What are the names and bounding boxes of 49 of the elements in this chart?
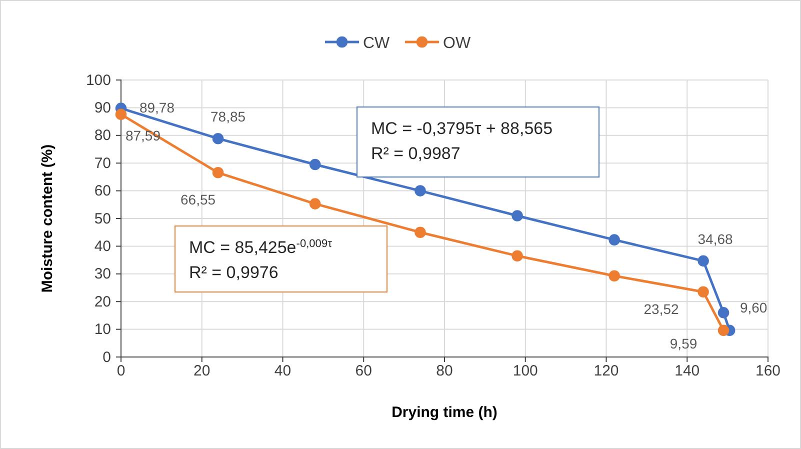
- data-label: 9,60: [740, 299, 768, 316]
- point: [212, 167, 224, 178]
- x-tick-label: 100: [512, 362, 538, 380]
- data-label: 34,68: [698, 230, 734, 247]
- annotation: MC = -0,3795τ + 88,565 R² = 0,9987: [371, 119, 553, 163]
- y-tick-label: 60: [94, 182, 111, 200]
- point: [698, 286, 709, 298]
- y-tick-label: 40: [94, 238, 111, 255]
- legend-label: CW: [363, 35, 391, 52]
- y-tick-label: 100: [86, 72, 111, 89]
- point: [212, 132, 224, 144]
- y-tick-label: 70: [94, 154, 111, 172]
- y-axis-title: Moisture content (%): [39, 144, 56, 293]
- point: [309, 158, 321, 170]
- point: [414, 185, 426, 196]
- data-label: 23,52: [644, 300, 680, 317]
- y-tick-label: 20: [94, 293, 111, 310]
- y-tick-label: 80: [94, 127, 111, 144]
- y-tick-label: 50: [94, 210, 111, 228]
- data-label: 66,55: [180, 192, 216, 208]
- data-label: 78,85: [210, 108, 246, 125]
- point: [608, 234, 620, 246]
- x-tick-label: 20: [194, 362, 210, 380]
- equation-box: MC = -0,3795τ + 88,565 R² = 0,9987: [356, 106, 600, 178]
- data-label: 89,78: [139, 99, 175, 116]
- x-axis-title: Drying time (h): [392, 404, 498, 421]
- y-tick-label: 30: [94, 266, 111, 283]
- point: [718, 324, 730, 336]
- point: [414, 226, 426, 238]
- data-label: 9,59: [670, 335, 698, 352]
- y-tick-label: 0: [102, 348, 111, 366]
- point: [718, 307, 730, 318]
- equation-box: MC = 85,425e$^{-0,009τ}$ R² = 0,9976: [174, 226, 388, 292]
- legend-label: OW: [443, 35, 472, 52]
- x-tick-label: 120: [594, 362, 619, 380]
- point: [512, 250, 523, 262]
- y-tick-label: 10: [94, 321, 111, 338]
- x-tick-label: 140: [674, 362, 700, 380]
- x-tick-label: 160: [755, 362, 781, 380]
- x-tick-label: 60: [355, 362, 372, 380]
- x-tick-label: 0: [116, 362, 126, 380]
- point: [512, 210, 523, 222]
- point: [608, 270, 620, 282]
- y-tick-label: 90: [94, 100, 111, 116]
- x-tick-label: 40: [274, 362, 292, 380]
- point: [115, 108, 127, 120]
- x-tick-label: 80: [436, 362, 453, 380]
- point: [309, 198, 321, 210]
- point: [698, 255, 709, 267]
